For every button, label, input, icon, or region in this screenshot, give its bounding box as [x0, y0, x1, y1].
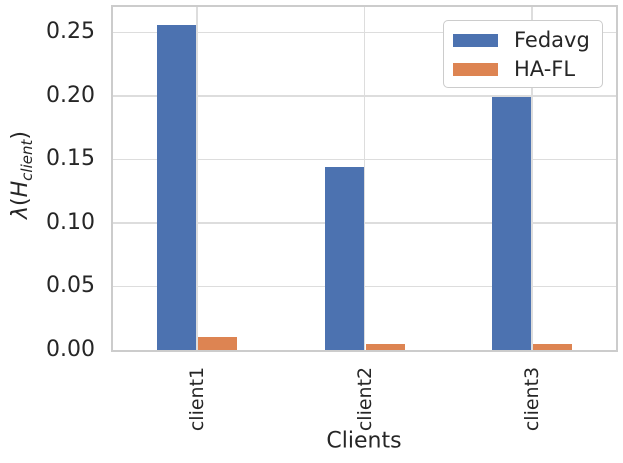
legend-label-ha-fl: HA-FL: [514, 57, 576, 81]
bar-ha-fl-client2: [365, 343, 405, 350]
legend-label-fedavg: Fedavg: [514, 28, 590, 52]
bar-fedavg-client1: [156, 24, 196, 350]
x-tick-label-client1: client1: [185, 366, 208, 432]
legend-entry-fedavg: Fedavg: [453, 26, 602, 55]
legend-swatch-ha-fl: [453, 63, 498, 76]
y-tick-label-0.10: 0.10: [46, 209, 95, 235]
bar-ha-fl-client1: [197, 337, 237, 350]
x-tick-label-client2: client2: [353, 366, 376, 432]
gridline-x-client1: [196, 7, 198, 350]
x-axis-title: Clients: [326, 428, 402, 454]
gridline-x-client2: [363, 7, 366, 350]
legend-box: Fedavg HA-FL: [443, 20, 603, 88]
bar-fedavg-client3: [492, 97, 532, 350]
client-subscript: client: [18, 139, 36, 181]
bar-fedavg-client2: [324, 167, 364, 350]
legend-entry-ha-fl: HA-FL: [453, 55, 602, 84]
open-paren: (: [8, 197, 33, 206]
gridline-x-client3: [531, 7, 533, 350]
y-tick-label-0.20: 0.20: [46, 82, 95, 108]
y-axis-title: λ(Hclient): [8, 131, 36, 219]
y-tick-label-0.05: 0.05: [46, 273, 95, 299]
y-tick-label-0.25: 0.25: [46, 19, 95, 45]
hessian-variable: H: [8, 180, 33, 198]
x-tick-label-client3: client3: [521, 366, 544, 432]
legend-swatch-fedavg: [453, 34, 498, 47]
y-tick-label-0.15: 0.15: [46, 146, 95, 172]
close-paren: ): [8, 131, 33, 140]
bar-ha-fl-client3: [533, 343, 573, 350]
y-tick-label-0.00: 0.00: [46, 337, 95, 362]
lambda-symbol: λ: [8, 205, 33, 219]
